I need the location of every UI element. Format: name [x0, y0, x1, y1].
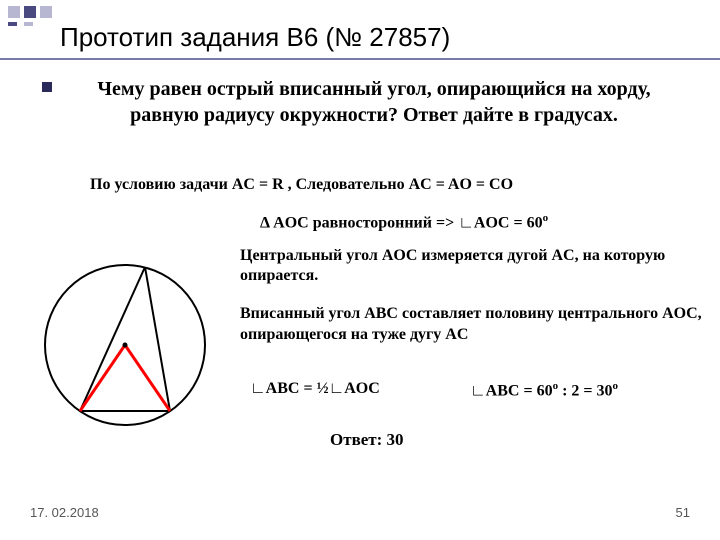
solution-para-2: Вписанный угол ABC составляет половину ц… [240, 304, 710, 346]
formula-result: ∟ABC = 60o : 2 = 30o [470, 380, 618, 400]
question-text: Чему равен острый вписанный угол, опираю… [64, 76, 684, 128]
title-underline [0, 58, 720, 60]
slide-title: Прототип задания B6 (№ 27857) [60, 22, 450, 53]
slide-number: 51 [676, 505, 690, 520]
solution-line-1: По условию задачи AC = R , Следовательно… [90, 176, 670, 194]
solution-line-2: Δ AOC равносторонний => ∟AOC = 60o [260, 212, 548, 232]
geometry-diagram [30, 250, 220, 440]
slide-date: 17. 02.2018 [30, 505, 99, 520]
bullet-icon [42, 82, 52, 92]
formula-half-angle: ∟ABC = ½∟AOC [250, 380, 380, 398]
solution-para-1: Центральный угол AOC измеряется дугой AC… [240, 246, 700, 286]
answer-text: Ответ: 30 [330, 430, 404, 450]
